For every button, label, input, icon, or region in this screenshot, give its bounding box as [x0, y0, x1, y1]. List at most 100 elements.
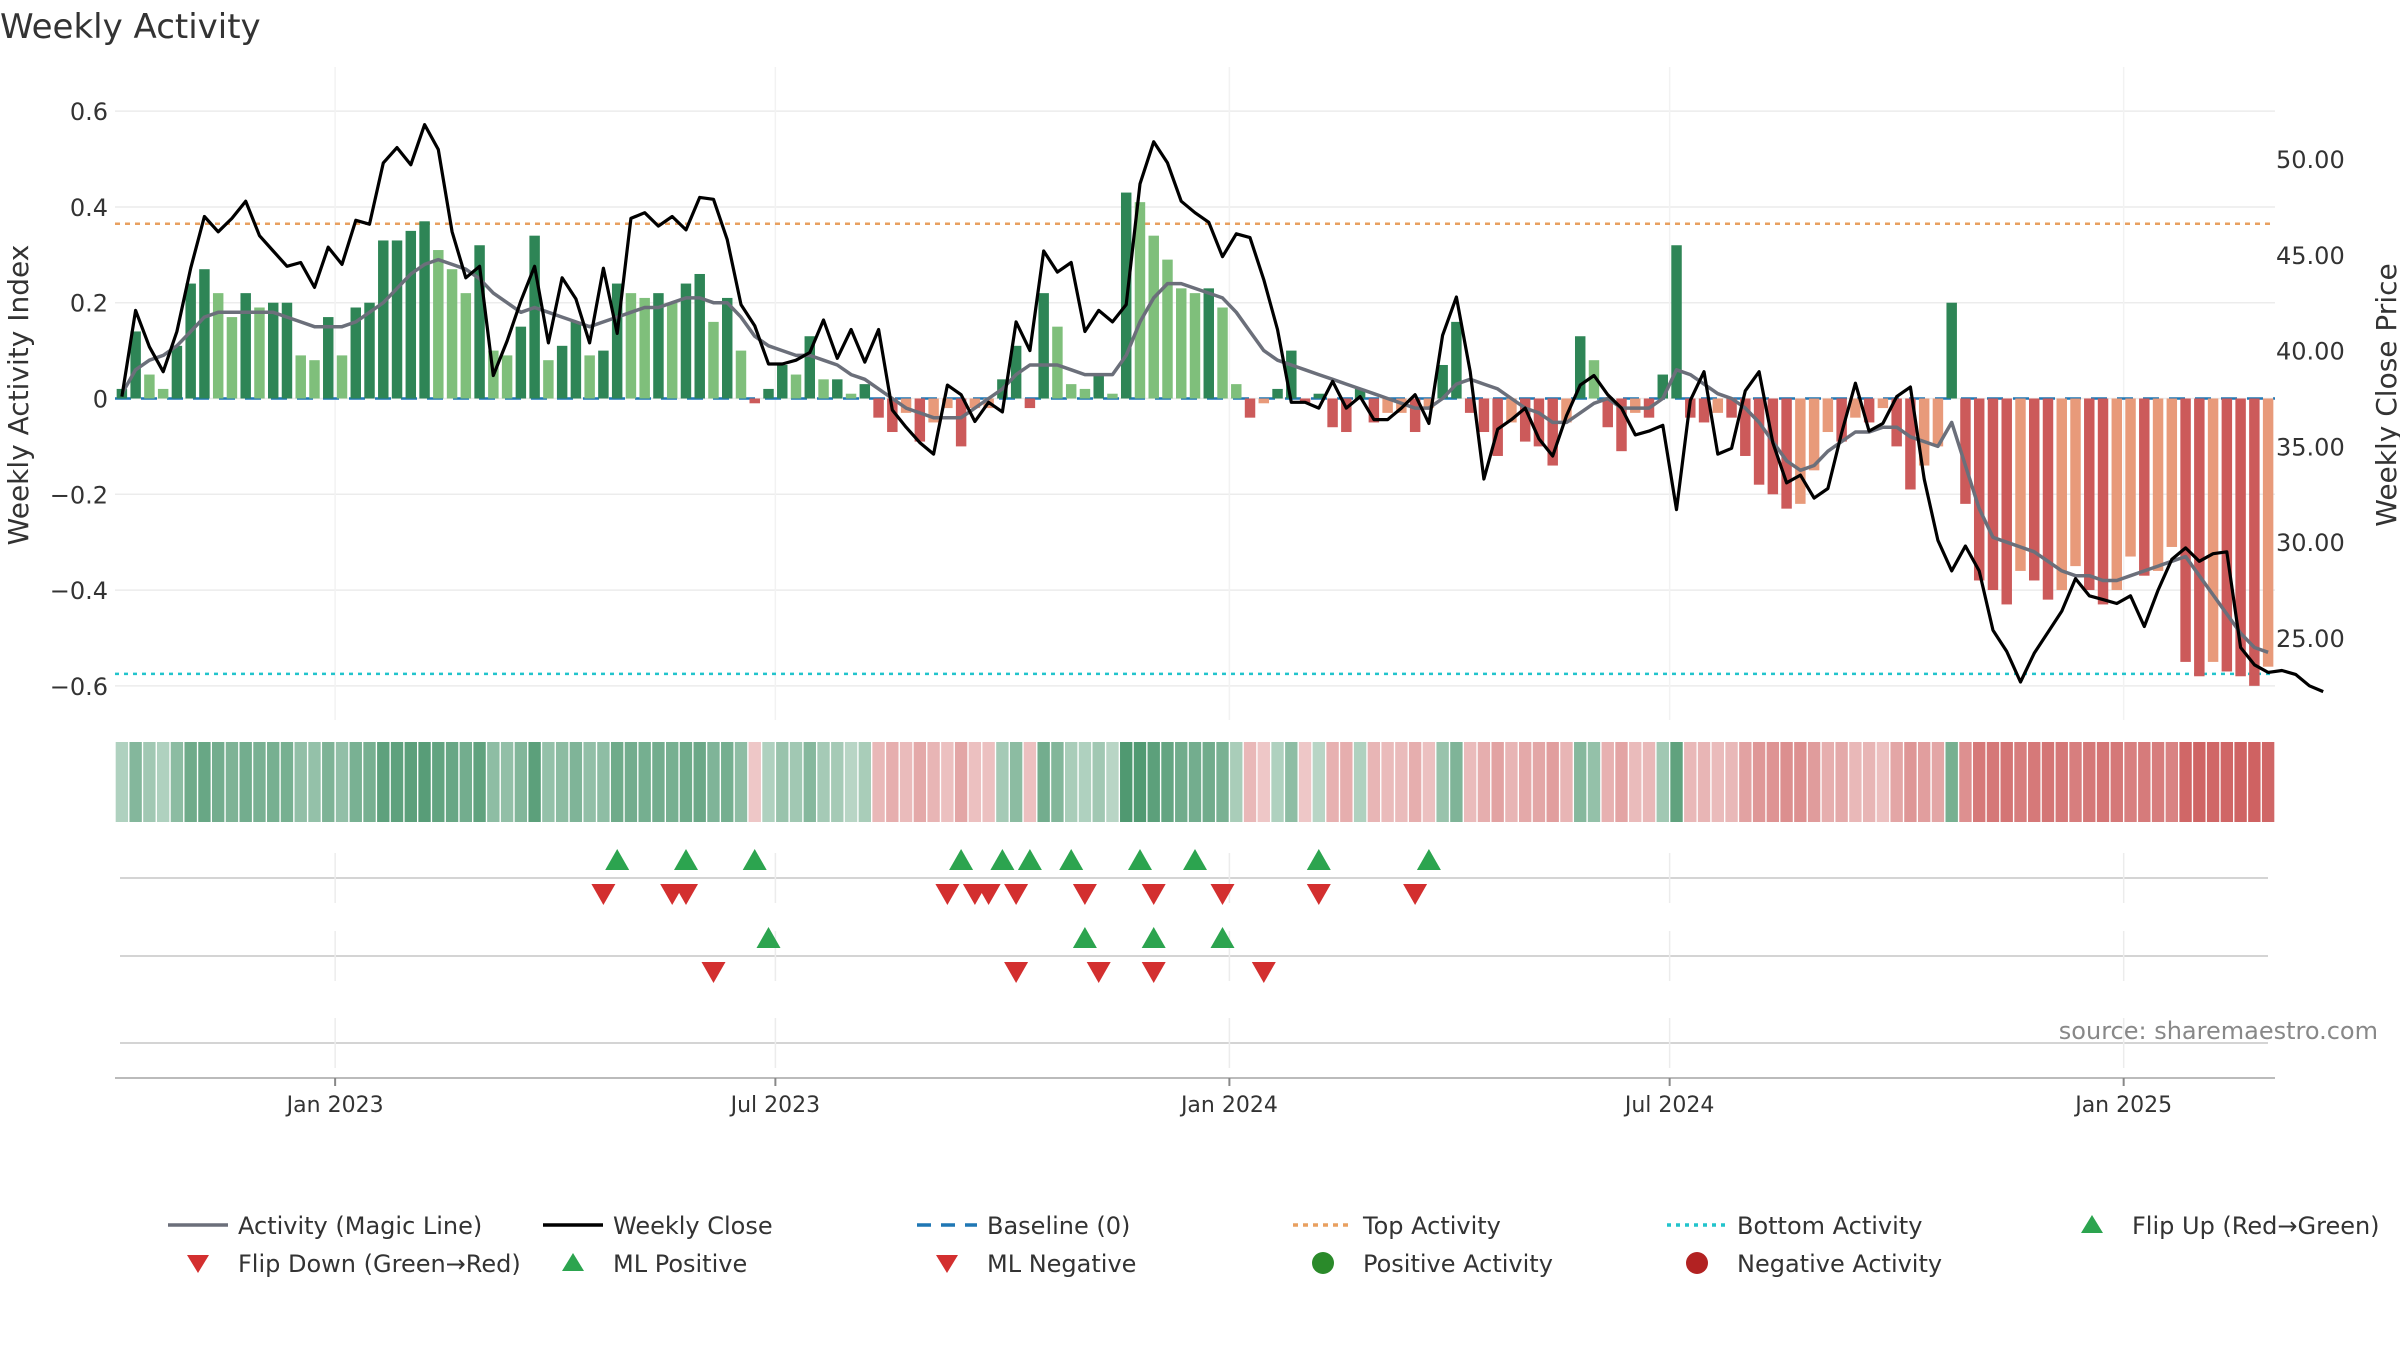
activity-bar-9: [240, 293, 251, 399]
activity-bar-5: [185, 283, 196, 399]
heat-cell-121: [1780, 742, 1793, 822]
heat-cell-122: [1794, 742, 1807, 822]
heat-cell-29: [514, 742, 528, 822]
heat-cell-120: [1766, 742, 1780, 822]
activity-bar-150: [2180, 398, 2191, 662]
heat-cell-151: [2193, 742, 2206, 822]
heat-cell-128: [1876, 742, 1890, 822]
legend-item-1: Weekly Close: [543, 1212, 773, 1240]
heat-cell-130: [1904, 742, 1917, 822]
heat-cell-44: [721, 742, 734, 822]
heat-cell-32: [555, 742, 569, 822]
flip-down-marker-5: [976, 884, 1001, 905]
activity-bar-4: [171, 345, 183, 399]
activity-bar-13: [295, 355, 306, 399]
activity-bar-52: [832, 379, 843, 399]
activity-bar-34: [584, 355, 595, 399]
heat-cell-65: [1009, 742, 1023, 822]
activity-bar-44: [722, 297, 733, 399]
heat-cell-22: [418, 742, 431, 822]
legend-item-2: Baseline (0): [917, 1212, 1130, 1240]
heat-cell-148: [2151, 742, 2165, 822]
heat-cell-52: [831, 742, 844, 822]
heat-cell-50: [803, 742, 816, 822]
legend-item-8: ML Negative: [936, 1250, 1136, 1278]
activity-bar-116: [1712, 398, 1724, 413]
heat-cell-116: [1711, 742, 1724, 822]
activity-bar-72: [1107, 393, 1118, 399]
y2-tick-label-0: 25.00: [2276, 625, 2345, 653]
activity-bar-99: [1478, 398, 1490, 433]
activity-bar-17: [350, 307, 361, 399]
activity-bar-60: [942, 398, 953, 409]
heat-cell-0: [115, 742, 129, 822]
flip-up-marker-3: [949, 849, 974, 870]
heat-cell-114: [1684, 742, 1697, 822]
heat-cell-45: [734, 742, 748, 822]
heat-cell-126: [1849, 742, 1862, 822]
flip-up-marker-5: [1017, 849, 1042, 870]
activity-bar-152: [2207, 398, 2219, 662]
heat-cell-37: [624, 742, 638, 822]
activity-bar-154: [2235, 398, 2246, 677]
heat-cell-89: [1340, 742, 1353, 822]
heat-cell-55: [872, 742, 885, 822]
activity-bar-15: [323, 317, 334, 399]
heat-cell-46: [748, 742, 761, 822]
legend: Activity (Magic Line) Weekly Close Baselin…: [168, 1212, 2380, 1278]
heat-cell-25: [459, 742, 473, 822]
heat-cell-12: [280, 742, 294, 822]
ml-positive-marker-3: [1210, 927, 1235, 948]
activity-bar-91: [1368, 398, 1380, 423]
flip-up-marker-8: [1183, 849, 1207, 870]
heat-cell-54: [858, 742, 871, 822]
activity-bar-62: [969, 398, 981, 409]
activity-bar-130: [1905, 398, 1916, 490]
activity-bar-43: [708, 321, 719, 399]
heat-cell-27: [487, 742, 500, 822]
heat-cell-18: [363, 742, 376, 822]
heat-cell-85: [1285, 742, 1298, 822]
heat-cell-71: [1092, 742, 1105, 822]
activity-bar-7: [212, 293, 224, 399]
heat-cell-59: [927, 742, 940, 822]
heat-cell-108: [1601, 742, 1614, 822]
heat-cell-19: [377, 742, 390, 822]
heat-cell-72: [1106, 742, 1119, 822]
activity-bar-149: [2166, 398, 2178, 547]
activity-bar-2: [144, 374, 155, 399]
source-label: source: sharemaestro.com: [2059, 1017, 2378, 1045]
left-axis-ticks: −0.6 −0.4 −0.2 0 0.2 0.4 0.6: [50, 98, 108, 701]
heat-cell-117: [1725, 742, 1738, 822]
y-tick-label-5: 0.4: [70, 194, 108, 222]
heat-cell-112: [1656, 742, 1669, 822]
activity-bar-105: [1561, 398, 1572, 423]
heat-cell-156: [2261, 742, 2275, 822]
activity-bar-113: [1671, 245, 1682, 399]
heat-cell-41: [679, 742, 693, 822]
heat-cell-16: [335, 742, 349, 822]
activity-bar-66: [1024, 398, 1036, 409]
legend-item-0: Activity (Magic Line): [168, 1212, 482, 1240]
ml-negative-marker-4: [1251, 962, 1276, 983]
heat-cell-60: [941, 742, 954, 822]
main-gridlines: [115, 67, 2275, 720]
heat-cell-56: [886, 742, 899, 822]
activity-bar-146: [2125, 398, 2136, 557]
y2-tick-label-1: 30.00: [2276, 529, 2345, 557]
heat-cell-137: [2000, 742, 2013, 822]
activity-bar-77: [1176, 288, 1187, 399]
heat-cell-81: [1230, 742, 1243, 822]
chart-title: Weekly Activity: [0, 7, 261, 47]
flip-down-marker-6: [1004, 884, 1029, 905]
heat-cell-84: [1271, 742, 1284, 822]
legend-swatch-8: [936, 1255, 958, 1273]
activity-bar-151: [2194, 398, 2205, 677]
activity-bar-74: [1134, 202, 1146, 399]
heat-cell-39: [652, 742, 665, 822]
ml-positive-marker-0: [756, 927, 781, 948]
legend-item-7: ML Positive: [562, 1250, 747, 1278]
activity-bar-147: [2139, 398, 2150, 576]
heat-cell-73: [1120, 742, 1133, 822]
activity-bar-40: [666, 302, 678, 399]
